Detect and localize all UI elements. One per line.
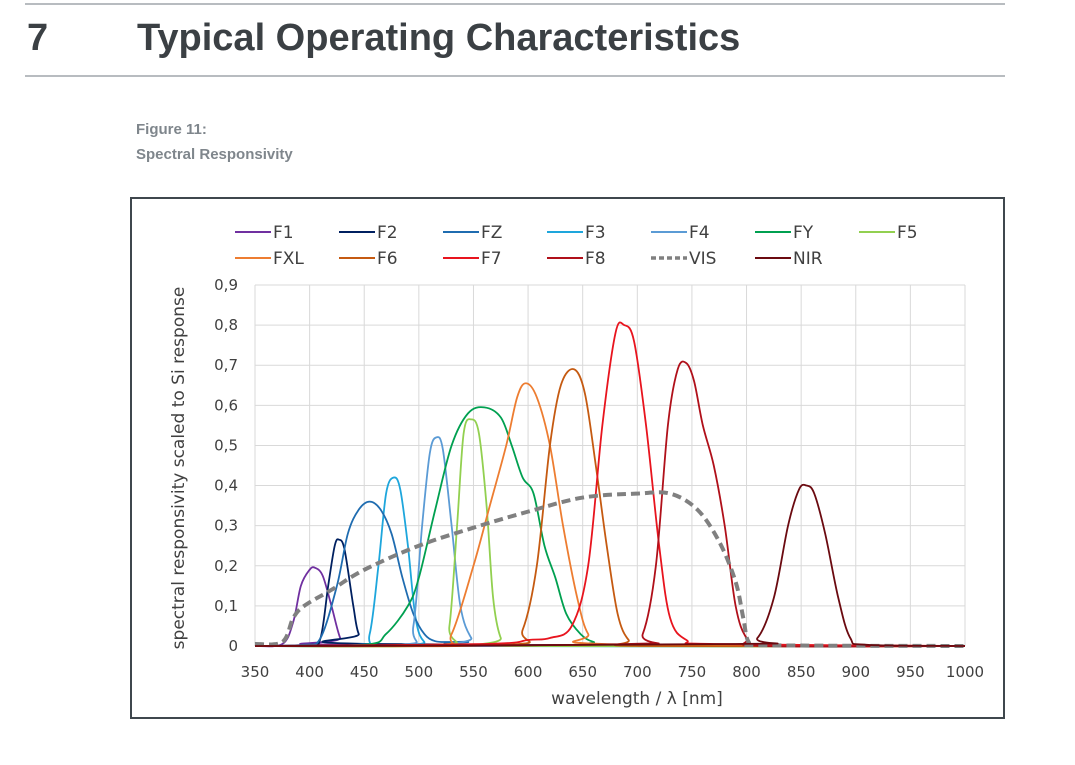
x-axis-label: wavelength / λ [nm] [551,689,723,709]
y-tick-label: 0,4 [214,477,238,495]
legend-label: F3 [585,223,606,243]
series-line-f7 [254,321,966,647]
y-axis-label: spectral responsivity scaled to Si respo… [169,287,189,650]
section-title: Typical Operating Characteristics [137,17,741,59]
legend-label: F2 [377,223,398,243]
legend-item-fy: FY [755,223,814,243]
legend-label: F1 [273,223,294,243]
legend-item-vis: VIS [651,249,716,269]
y-tick-label: 0,1 [214,597,238,615]
y-tick-label: 0,3 [214,517,238,535]
y-tick-label: 0,6 [214,396,238,414]
x-tick-label: 350 [241,663,270,681]
legend-label: NIR [793,249,823,269]
series-line-f8 [254,360,966,648]
legend-item-f3: F3 [547,223,606,243]
series-line-f4 [254,436,966,648]
series-line-fy [254,406,966,647]
top-rule [25,3,1005,5]
x-tick-label: 650 [568,663,597,681]
x-tick-label: 850 [787,663,816,681]
x-tick-label: 450 [350,663,379,681]
legend-label: FZ [481,223,502,243]
series-line-f5 [254,418,966,648]
legend-label: F8 [585,249,606,269]
x-tick-label: 950 [896,663,925,681]
legend-item-nir: NIR [755,249,823,269]
legend-item-f6: F6 [339,249,398,269]
x-tick-label: 400 [295,663,324,681]
series-line-vis [254,490,966,648]
legend-item-fxl: FXL [235,249,304,269]
series-line-f3 [254,476,966,648]
legend-item-f1: F1 [235,223,294,243]
series-line-nir [254,483,966,647]
x-tick-label: 500 [405,663,434,681]
legend-item-f8: F8 [547,249,606,269]
legend-item-f7: F7 [443,249,502,269]
y-tick-label: 0,2 [214,557,238,575]
section-number: 7 [27,17,49,59]
legend-item-f5: F5 [859,223,918,243]
y-tick-label: 0,5 [214,436,238,454]
series-line-f2 [254,538,966,647]
legend-label: F4 [689,223,710,243]
legend-label: FY [793,223,814,243]
series-line-f6 [254,368,966,648]
figure-label: Figure 11: [136,121,207,138]
legend-item-fz: FZ [443,223,502,243]
legend-label: F7 [481,249,502,269]
chart-frame [130,197,1005,719]
x-tick-label: 800 [732,663,761,681]
y-tick-label: 0,7 [214,356,238,374]
legend-item-f2: F2 [339,223,398,243]
series-line-fxl [254,382,966,647]
x-tick-label: 900 [841,663,870,681]
y-tick-label: 0 [228,637,238,655]
x-tick-label: 550 [459,663,488,681]
y-tick-label: 0,8 [214,316,238,334]
legend-label: F5 [897,223,918,243]
y-tick-label: 0,9 [214,276,238,294]
figure-caption: Spectral Responsivity [136,146,293,163]
x-tick-label: 1000 [946,663,984,681]
x-tick-label: 700 [623,663,652,681]
series-line-f1 [254,566,966,648]
x-tick-label: 750 [678,663,707,681]
legend-item-f4: F4 [651,223,710,243]
x-tick-label: 600 [514,663,543,681]
legend-label: FXL [273,249,304,269]
legend-label: F6 [377,249,398,269]
title-rule [25,75,1005,77]
legend-label: VIS [689,249,716,269]
